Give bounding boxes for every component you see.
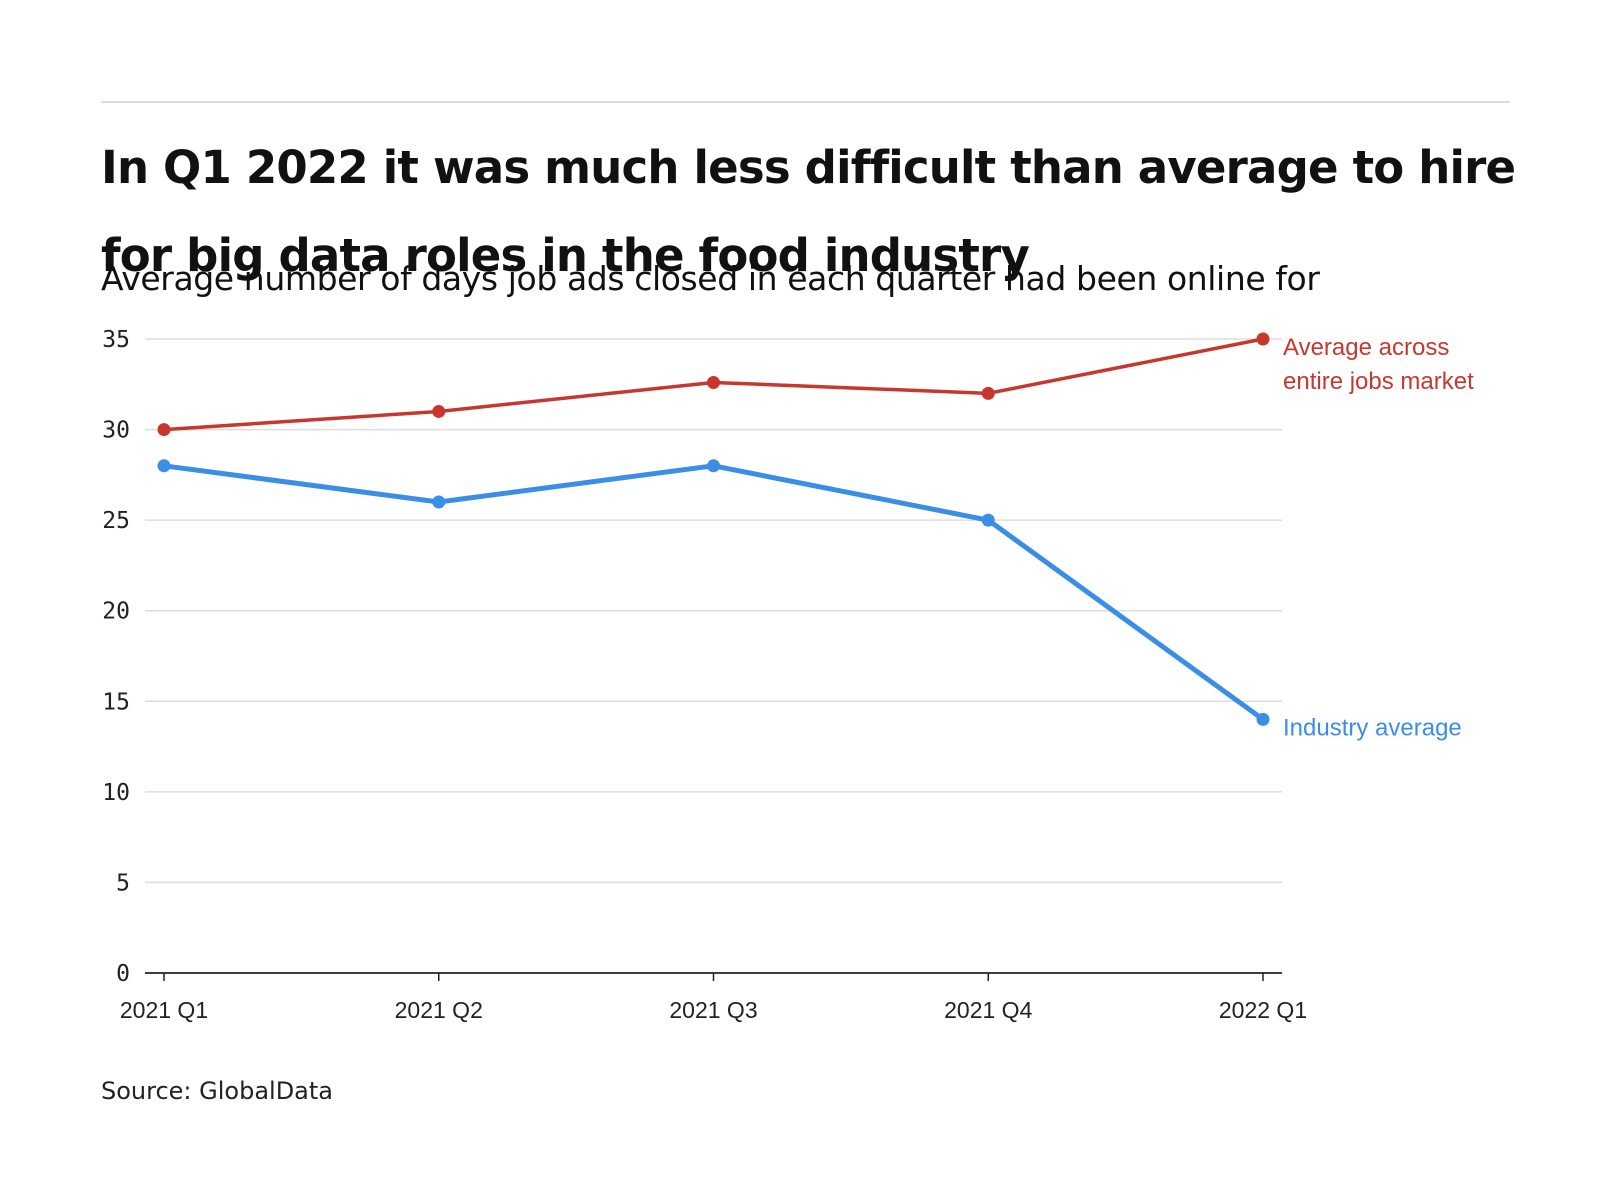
data-point xyxy=(432,404,446,418)
data-point xyxy=(157,459,171,473)
y-tick-label: 35 xyxy=(102,327,130,353)
series-labels: Average across entire jobs market Industry… xyxy=(1283,334,1474,741)
series-label: Industry average xyxy=(1283,714,1462,741)
y-tick-label: 5 xyxy=(116,870,130,896)
x-tick-label: 2021 Q4 xyxy=(944,997,1032,1023)
data-point xyxy=(432,495,446,509)
x-axis xyxy=(145,972,1282,981)
x-tick-label: 2021 Q3 xyxy=(669,997,757,1023)
series xyxy=(157,332,1270,726)
x-tick-label: 2021 Q2 xyxy=(395,997,483,1023)
y-tick-label: 0 xyxy=(116,961,130,987)
x-axis-labels: 2021 Q1 2021 Q2 2021 Q3 2021 Q4 2022 Q1 xyxy=(120,997,1307,1023)
series-line xyxy=(161,463,1266,722)
data-point xyxy=(1256,712,1270,726)
y-tick-label: 20 xyxy=(102,599,130,625)
y-tick-label: 10 xyxy=(102,780,130,806)
series-label: entire jobs market xyxy=(1283,368,1474,395)
data-point xyxy=(707,375,720,389)
data-point xyxy=(981,513,995,527)
chart-subtitle: Average number of days job ads closed in… xyxy=(101,259,1320,298)
x-tick-label: 2021 Q1 xyxy=(120,997,208,1023)
y-tick-label: 30 xyxy=(102,418,130,444)
x-tick-label: 2022 Q1 xyxy=(1219,997,1307,1023)
y-tick-label: 15 xyxy=(102,689,130,715)
y-axis: 0 5 10 15 20 25 30 35 xyxy=(102,327,130,987)
series-label: Average across xyxy=(1283,334,1449,361)
chart-title: In Q1 2022 it was much less difficult th… xyxy=(101,141,1516,282)
data-point xyxy=(981,386,995,400)
top-divider xyxy=(101,101,1510,103)
source-note: Source: GlobalData xyxy=(101,1077,334,1105)
data-point xyxy=(1256,332,1270,346)
data-point xyxy=(707,459,720,473)
y-tick-label: 25 xyxy=(102,508,130,534)
gridlines xyxy=(145,338,1282,884)
data-point xyxy=(157,423,171,437)
